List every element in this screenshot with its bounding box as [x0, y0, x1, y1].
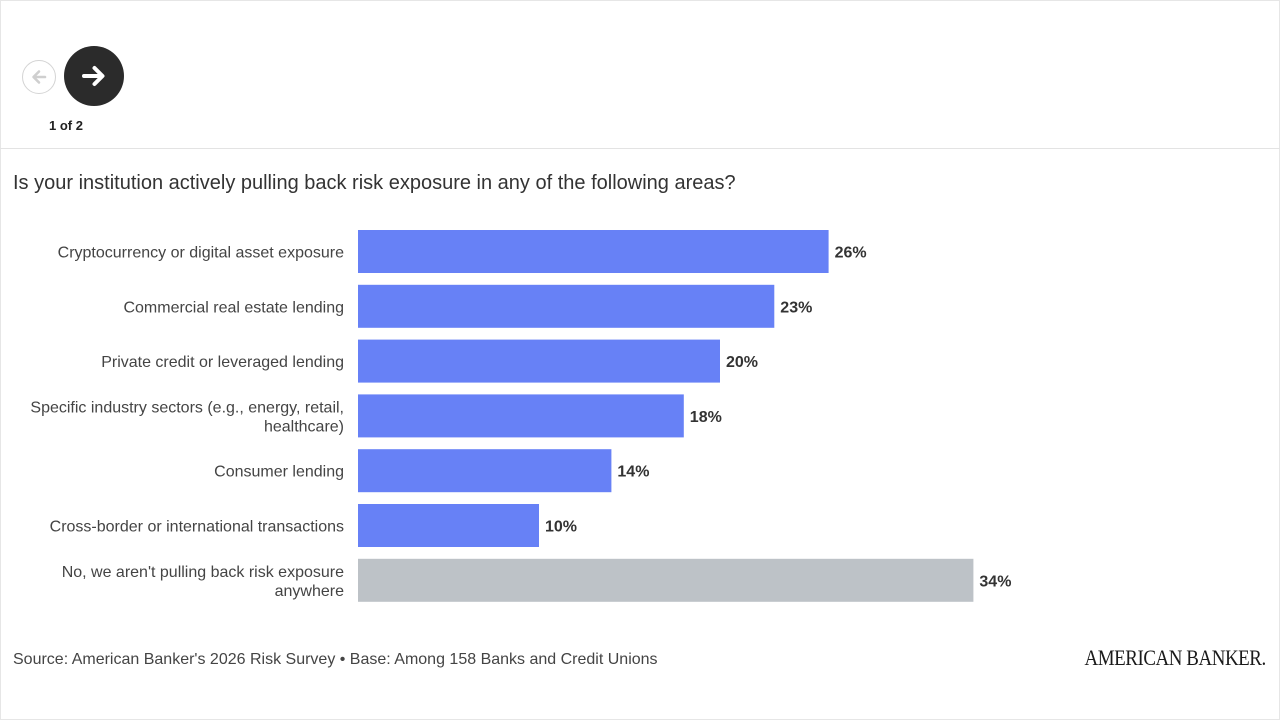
bar-7 [358, 558, 974, 602]
source-note: Source: American Banker's 2026 Risk Surv… [13, 651, 658, 668]
slide-navigation: 1 of 2 [0, 0, 1280, 149]
bar-5 [358, 449, 612, 493]
category-label-1: Cryptocurrency or digital asset exposure [58, 245, 344, 262]
arrow-left-icon [32, 70, 47, 84]
bar-4 [358, 394, 684, 438]
value-label-1: 26% [835, 245, 867, 262]
category-label-5: Consumer lending [214, 464, 344, 481]
chart-question: Is your institution actively pulling bac… [13, 172, 736, 194]
bar-chart: Cryptocurrency or digital asset exposure… [30, 230, 1011, 602]
category-label-7: No, we aren't pulling back risk exposure… [62, 564, 344, 600]
arrow-right-icon [82, 66, 105, 86]
bar-1 [358, 230, 829, 273]
value-label-4: 18% [690, 409, 722, 426]
value-label-7: 34% [979, 573, 1011, 590]
american-banker-logo: AMERICAN BANKER. [1084, 645, 1267, 670]
category-label-3: Private credit or leveraged lending [101, 354, 344, 371]
category-label-6: Cross-border or international transactio… [50, 519, 344, 536]
value-label-3: 20% [726, 354, 758, 371]
value-label-2: 23% [780, 299, 812, 316]
value-label-5: 14% [617, 464, 649, 481]
bar-3 [358, 339, 720, 383]
previous-slide-button[interactable] [22, 60, 56, 94]
next-slide-button[interactable] [64, 46, 124, 106]
bar-2 [358, 284, 775, 328]
category-label-2: Commercial real estate lending [123, 299, 344, 316]
bar-6 [358, 504, 539, 547]
value-label-6: 10% [545, 519, 577, 536]
page-indicator: 1 of 2 [49, 118, 83, 133]
category-label-4: Specific industry sectors (e.g., energy,… [30, 399, 344, 435]
